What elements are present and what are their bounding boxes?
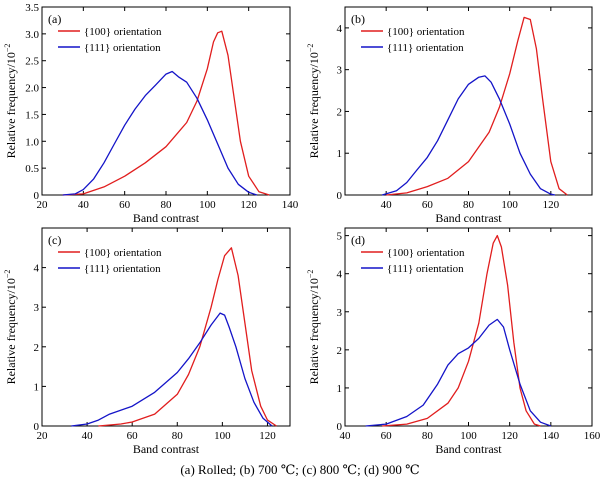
y-tick-label: 0: [34, 190, 40, 202]
series-line-111: [62, 70, 258, 196]
plot-frame: [41, 227, 291, 427]
chart-panel-1: 20 40 60 80 100 120 140 0 0.5 1.0 1.5 2.0 2.5 3.0 3.5 B…: [3, 2, 299, 225]
legend-entry: {100} orientation: [84, 247, 162, 259]
y-tick-label: 0: [34, 421, 40, 433]
series-line-100: [386, 16, 568, 196]
y-tick-label: 4: [337, 23, 343, 35]
figure-caption: (a) Rolled; (b) 700 ℃; (c) 800 ℃; (d) 90…: [180, 462, 420, 477]
y-axis-label: Relative frequency/10−2: [3, 270, 18, 385]
legend-entry: {111} orientation: [387, 263, 464, 275]
x-tick-label: 60: [127, 430, 139, 442]
legend-entry: {111} orientation: [84, 42, 161, 54]
x-tick-label: 40: [381, 199, 393, 211]
y-tick-label: 1: [34, 381, 40, 393]
y-tick-label: 5: [337, 231, 343, 243]
x-tick-label: 40: [78, 199, 90, 211]
x-tick-label: 80: [422, 430, 434, 442]
legend-entry: {111} orientation: [387, 42, 464, 54]
panel-label: (c): [48, 233, 61, 247]
x-tick-label: 160: [584, 430, 600, 442]
x-tick-label: 80: [463, 199, 475, 211]
x-tick-label: 80: [161, 199, 173, 211]
series-line-100: [62, 30, 270, 196]
series-line-111: [381, 75, 556, 196]
y-tick-label: 1.5: [25, 109, 39, 121]
x-tick-label: 100: [460, 430, 477, 442]
legend-entry: {100} orientation: [84, 26, 162, 38]
x-tick-label: 120: [543, 199, 560, 211]
y-tick-label: 1: [337, 148, 343, 160]
y-tick-label: 4: [337, 269, 343, 281]
panel-label: (b): [351, 12, 365, 26]
y-tick-label: 2: [337, 345, 343, 357]
series-line-100: [382, 234, 541, 427]
y-tick-label: 3: [337, 307, 343, 319]
series-line-111: [365, 318, 552, 427]
y-axis-label: Relative frequency/10−2: [306, 270, 321, 385]
y-tick-label: 0: [337, 190, 343, 202]
panel-label: (d): [351, 233, 365, 247]
series-line-100: [98, 247, 277, 427]
x-tick-label: 100: [214, 430, 231, 442]
y-tick-label: 0.5: [25, 163, 39, 175]
y-tick-label: 3: [34, 302, 40, 314]
y-tick-label: 3.0: [25, 29, 39, 41]
chart-panel-2: 40 60 80 100 120 0 1 2 3 4 Band contrast Relative f…: [306, 6, 593, 225]
x-axis-label: Band contrast: [133, 211, 200, 225]
y-tick-label: 2: [337, 106, 343, 118]
x-tick-label: 120: [501, 430, 518, 442]
x-tick-label: 140: [282, 199, 299, 211]
y-axis-label: Relative frequency/10−2: [306, 44, 321, 159]
panel-label: (a): [48, 12, 61, 26]
plot-frame: [41, 6, 291, 196]
x-tick-label: 80: [172, 430, 184, 442]
x-tick-label: 100: [501, 199, 518, 211]
x-axis-label: Band contrast: [435, 211, 502, 225]
y-tick-label: 3.5: [25, 2, 39, 14]
plot-frame: [344, 227, 593, 427]
chart-panel-3: 20 40 60 80 100 120 0 1 2 3 4 Band contrast Relative…: [3, 227, 291, 456]
legend-entry: {100} orientation: [387, 247, 465, 259]
x-tick-label: 60: [119, 199, 131, 211]
x-tick-label: 20: [37, 430, 49, 442]
x-tick-label: 60: [422, 199, 434, 211]
x-tick-label: 120: [259, 430, 276, 442]
y-tick-label: 0: [337, 421, 343, 433]
y-tick-label: 4: [34, 263, 40, 275]
x-tick-label: 40: [82, 430, 94, 442]
x-axis-label: Band contrast: [435, 442, 502, 456]
plot-frame: [344, 6, 593, 196]
y-tick-label: 3: [337, 65, 343, 77]
legend-entry: {100} orientation: [387, 26, 465, 38]
chart-panel-4: 40 60 80 100 120 140 160 0 1 2 3 4 5 Band contrast Rel…: [306, 227, 600, 456]
x-tick-label: 140: [543, 430, 560, 442]
x-tick-label: 60: [381, 430, 393, 442]
series-line-111: [71, 312, 273, 427]
x-tick-label: 20: [37, 199, 49, 211]
x-tick-label: 100: [199, 199, 216, 211]
y-tick-label: 2: [34, 342, 40, 354]
x-tick-label: 120: [240, 199, 257, 211]
y-tick-label: 2.5: [25, 56, 39, 68]
y-tick-label: 1: [337, 383, 343, 395]
y-tick-label: 1.0: [25, 136, 39, 148]
legend-entry: {111} orientation: [84, 263, 161, 275]
x-axis-label: Band contrast: [133, 442, 200, 456]
y-axis-label: Relative frequency/10−2: [3, 44, 18, 159]
x-tick-label: 40: [340, 430, 352, 442]
y-tick-label: 2.0: [25, 83, 39, 95]
